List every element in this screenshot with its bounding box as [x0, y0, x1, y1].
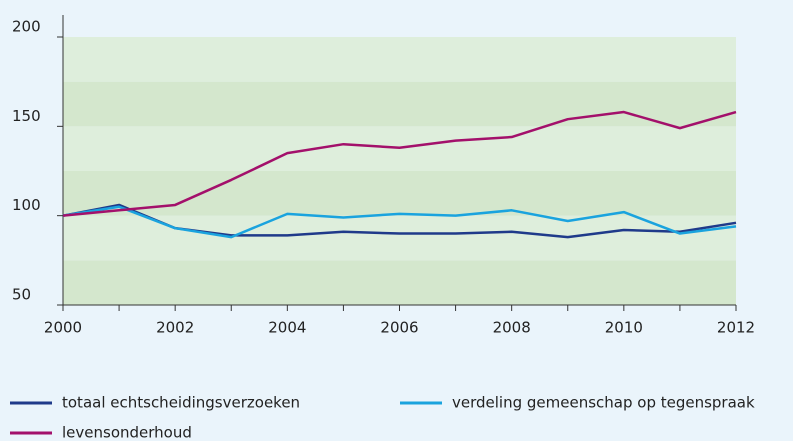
- legend-label: totaal echtscheidingsverzoeken: [62, 394, 300, 412]
- band: [63, 171, 736, 216]
- x-tick-label: 2004: [268, 319, 306, 337]
- band: [63, 81, 736, 127]
- x-tick-label: 2010: [605, 319, 643, 337]
- series-line: [62, 110, 737, 217]
- band: [63, 215, 736, 261]
- x-tick-label: 2006: [380, 319, 418, 337]
- x-tick-label: 2008: [493, 319, 531, 337]
- x-tick-label: 2000: [44, 319, 82, 337]
- band: [63, 260, 736, 305]
- y-tick-label: 100: [12, 196, 41, 214]
- band: [63, 37, 736, 82]
- y-tick-label: 150: [12, 107, 41, 125]
- legend-label: levensonderhoud: [62, 424, 192, 441]
- legend-label: verdeling gemeenschap op tegenspraak: [452, 394, 755, 412]
- series-line: [62, 205, 737, 239]
- x-tick-label: 2002: [156, 319, 194, 337]
- y-tick-label: 200: [12, 18, 41, 36]
- x-tick-label: 2012: [717, 319, 755, 337]
- y-tick-label: 50: [12, 286, 31, 304]
